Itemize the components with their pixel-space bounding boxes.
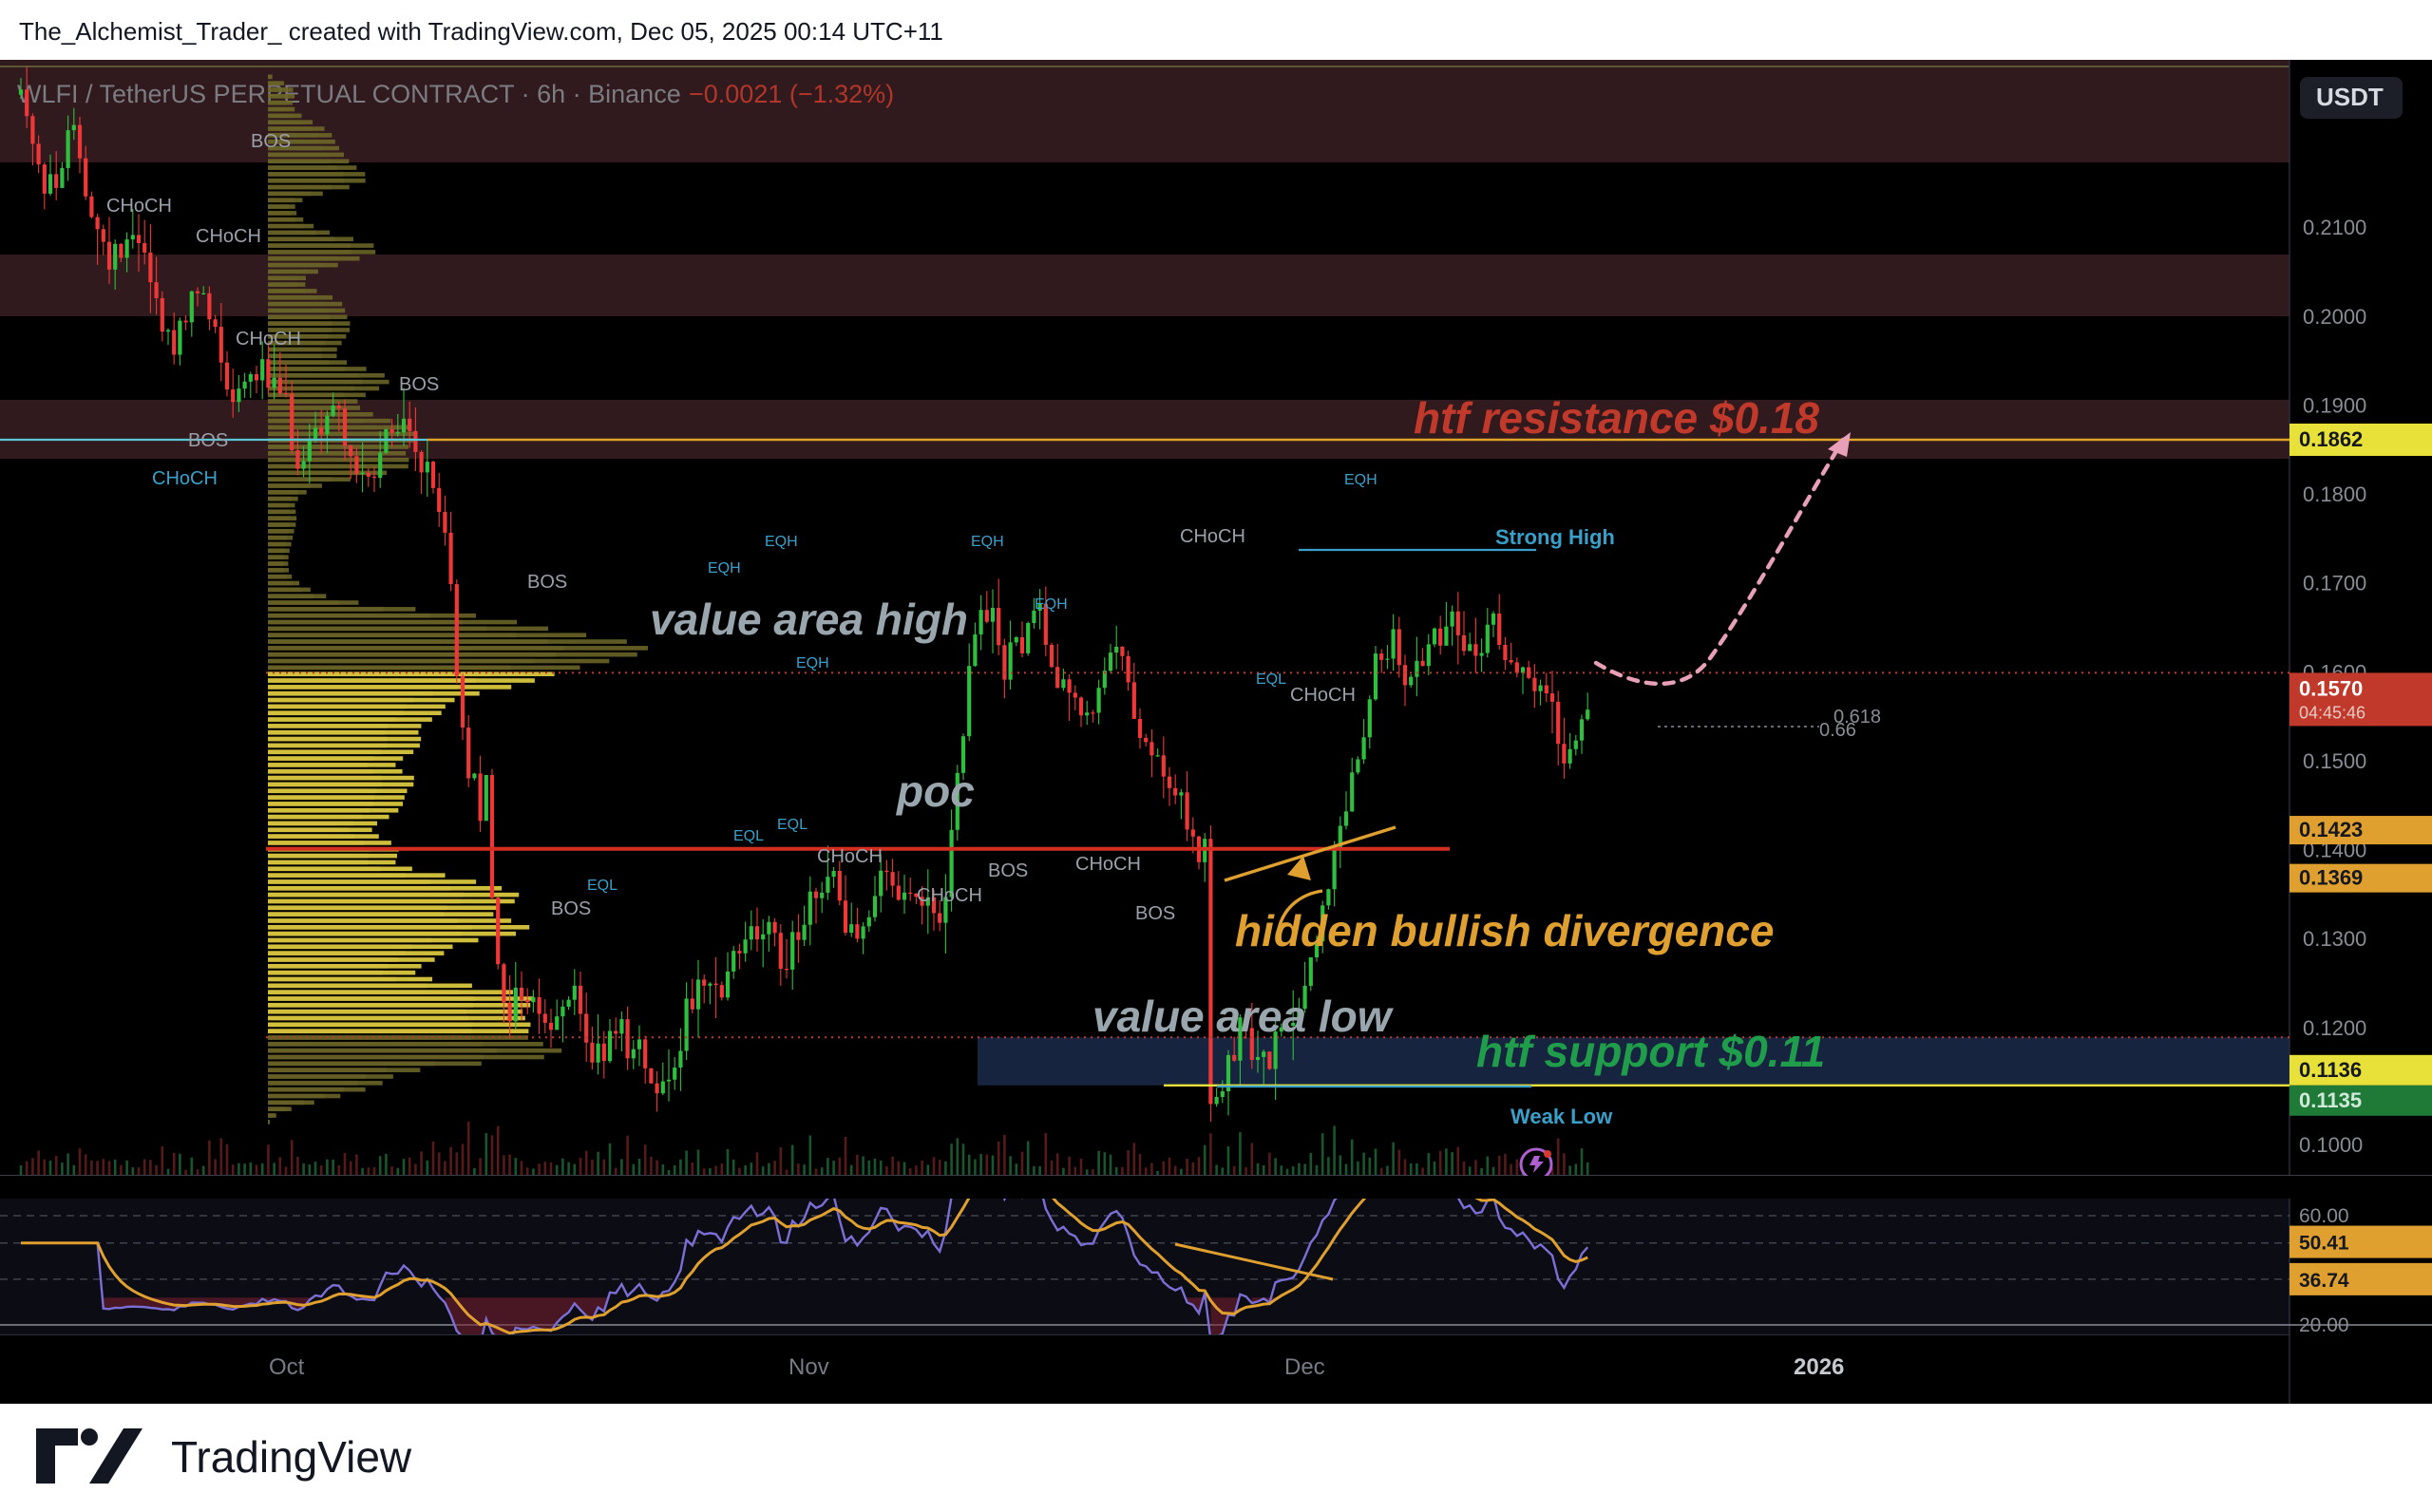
svg-text:CHoCH: CHoCH [236,329,301,350]
svg-text:2026: 2026 [1794,1354,1844,1380]
svg-text:value area high: value area high [650,595,968,644]
svg-text:htf support $0.11: htf support $0.11 [1476,1027,1825,1076]
svg-text:0.1570: 0.1570 [2299,676,2363,700]
svg-text:0.2000: 0.2000 [2303,305,2366,329]
svg-text:EQL: EQL [777,817,808,833]
svg-text:CHoCH: CHoCH [152,468,218,489]
svg-text:0.1369: 0.1369 [2299,866,2363,890]
svg-text:0.1862: 0.1862 [2299,427,2363,451]
svg-text:htf resistance $0.18: htf resistance $0.18 [1414,393,1819,443]
svg-text:CHoCH: CHoCH [817,846,883,867]
svg-text:0.1423: 0.1423 [2299,818,2363,841]
svg-text:hidden bullish divergence: hidden bullish divergence [1235,906,1774,955]
svg-text:20.00: 20.00 [2299,1314,2349,1334]
svg-text:0.1135: 0.1135 [2299,1088,2362,1112]
svg-text:BOS: BOS [988,860,1028,881]
svg-text:Nov: Nov [788,1354,829,1380]
svg-text:Strong High: Strong High [1495,525,1615,549]
svg-text:value area low: value area low [1092,992,1395,1041]
svg-text:CHoCH: CHoCH [106,196,172,217]
svg-text:0.1900: 0.1900 [2303,393,2366,417]
svg-text:CHoCH: CHoCH [917,885,982,906]
svg-text:BOS: BOS [399,374,439,395]
svg-text:BOS: BOS [527,572,567,593]
svg-text:0.1200: 0.1200 [2303,1016,2366,1040]
svg-text:EQH: EQH [708,560,741,576]
svg-text:0.1800: 0.1800 [2303,482,2366,506]
svg-text:Dec: Dec [1284,1354,1325,1380]
svg-text:EQL: EQL [733,828,764,844]
svg-text:EQH: EQH [1035,596,1068,613]
svg-text:Weak Low: Weak Low [1510,1105,1613,1128]
svg-text:CHoCH: CHoCH [1290,685,1356,706]
svg-text:poc: poc [895,766,975,816]
svg-text:EQH: EQH [1344,472,1378,488]
svg-text:0.2100: 0.2100 [2303,216,2366,239]
svg-text:0.1300: 0.1300 [2303,927,2366,951]
svg-text:EQL: EQL [1256,671,1286,688]
svg-text:60.00: 60.00 [2299,1205,2349,1227]
svg-text:BOS: BOS [188,430,228,451]
svg-text:Oct: Oct [269,1354,305,1380]
svg-text:36.74: 36.74 [2299,1270,2349,1292]
svg-text:USDT: USDT [2316,83,2384,111]
svg-text:BOS: BOS [1135,903,1175,924]
svg-text:BOS: BOS [251,131,291,152]
svg-text:CHoCH: CHoCH [1075,854,1141,875]
svg-text:BOS: BOS [551,898,591,919]
svg-text:EQH: EQH [971,534,1004,550]
svg-text:0.1700: 0.1700 [2303,572,2366,595]
svg-text:WLFI / TetherUS PERPETUAL CONT: WLFI / TetherUS PERPETUAL CONTRACT · 6h … [17,80,681,108]
svg-text:EQL: EQL [587,878,618,894]
svg-text:04:45:46: 04:45:46 [2299,703,2366,722]
svg-text:0.1136: 0.1136 [2299,1058,2362,1082]
svg-text:50.41: 50.41 [2299,1233,2349,1255]
svg-text:EQH: EQH [796,655,829,671]
svg-text:0.1000: 0.1000 [2299,1133,2363,1157]
svg-text:0.66: 0.66 [1819,720,1856,741]
svg-text:−0.0021 (−1.32%): −0.0021 (−1.32%) [689,80,894,108]
svg-text:CHoCH: CHoCH [196,226,261,247]
svg-text:0.1500: 0.1500 [2303,749,2366,773]
svg-text:TradingView: TradingView [171,1432,412,1482]
svg-text:EQH: EQH [765,534,798,550]
svg-text:CHoCH: CHoCH [1180,526,1245,547]
